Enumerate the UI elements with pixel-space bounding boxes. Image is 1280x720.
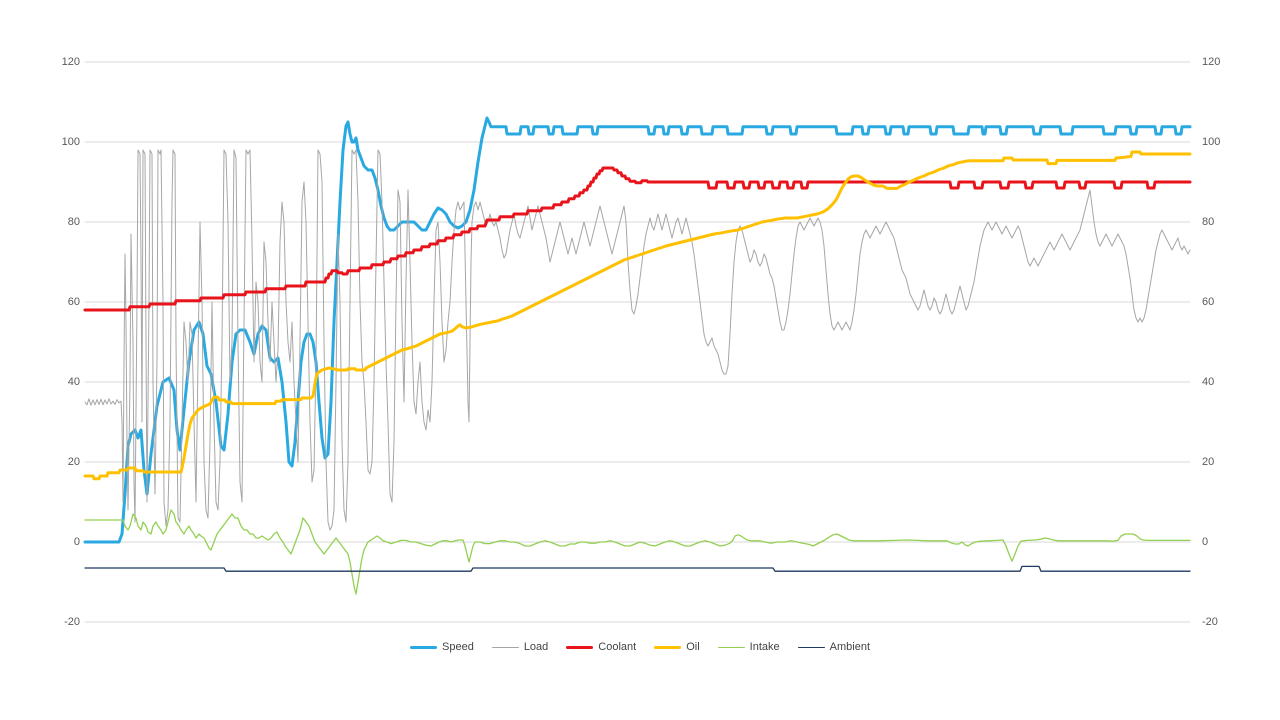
y-tick-label-right: 100 bbox=[1202, 136, 1221, 148]
legend-item-ambient: Ambient bbox=[797, 641, 870, 653]
y-tick-label-left: -20 bbox=[64, 616, 80, 628]
series-line-oil bbox=[83, 150, 1192, 481]
legend-item-speed: Speed bbox=[410, 641, 474, 653]
y-tick-label-left: 100 bbox=[61, 136, 80, 148]
legend-swatch-intake bbox=[717, 646, 745, 648]
series-line-ambient bbox=[84, 565, 1191, 572]
y-tick-label-right: -20 bbox=[1202, 616, 1218, 628]
legend-label-coolant: Coolant bbox=[598, 641, 637, 653]
legend-swatch-speed bbox=[410, 645, 437, 649]
legend-item-intake: Intake bbox=[717, 641, 780, 653]
y-tick-label-right: 0 bbox=[1202, 536, 1209, 548]
y-tick-label-left: 20 bbox=[67, 456, 80, 468]
series-line-speed bbox=[83, 116, 1192, 544]
y-tick-label-left: 60 bbox=[67, 296, 80, 308]
legend-label-intake: Intake bbox=[749, 641, 780, 653]
y-tick-label-left: 80 bbox=[67, 216, 80, 228]
y-tick-label-left: 120 bbox=[61, 56, 80, 68]
y-tick-label-right: 120 bbox=[1202, 56, 1221, 68]
legend: Speed Load Coolant Oil Intake Ambient bbox=[0, 641, 1280, 653]
y-tick-label-right: 40 bbox=[1202, 376, 1215, 388]
y-tick-label-right: 60 bbox=[1202, 296, 1215, 308]
legend-swatch-load bbox=[491, 646, 519, 648]
series-line-load bbox=[84, 149, 1191, 531]
series-line-coolant bbox=[83, 166, 1192, 312]
y-tick-label-right: 20 bbox=[1202, 456, 1215, 468]
y-tick-label-left: 40 bbox=[67, 376, 80, 388]
legend-item-coolant: Coolant bbox=[566, 641, 636, 653]
legend-label-oil: Oil bbox=[686, 641, 700, 653]
legend-label-load: Load bbox=[523, 641, 549, 653]
legend-swatch-ambient bbox=[797, 646, 825, 648]
legend-swatch-coolant bbox=[566, 645, 594, 649]
y-tick-label-right: 80 bbox=[1202, 216, 1215, 228]
legend-item-load: Load bbox=[491, 641, 549, 653]
legend-label-speed: Speed bbox=[442, 641, 474, 653]
legend-swatch-oil bbox=[654, 645, 682, 649]
series-line-intake bbox=[84, 509, 1191, 595]
legend-item-oil: Oil bbox=[654, 641, 700, 653]
y-tick-label-left: 0 bbox=[73, 536, 80, 548]
legend-label-ambient: Ambient bbox=[829, 641, 870, 653]
